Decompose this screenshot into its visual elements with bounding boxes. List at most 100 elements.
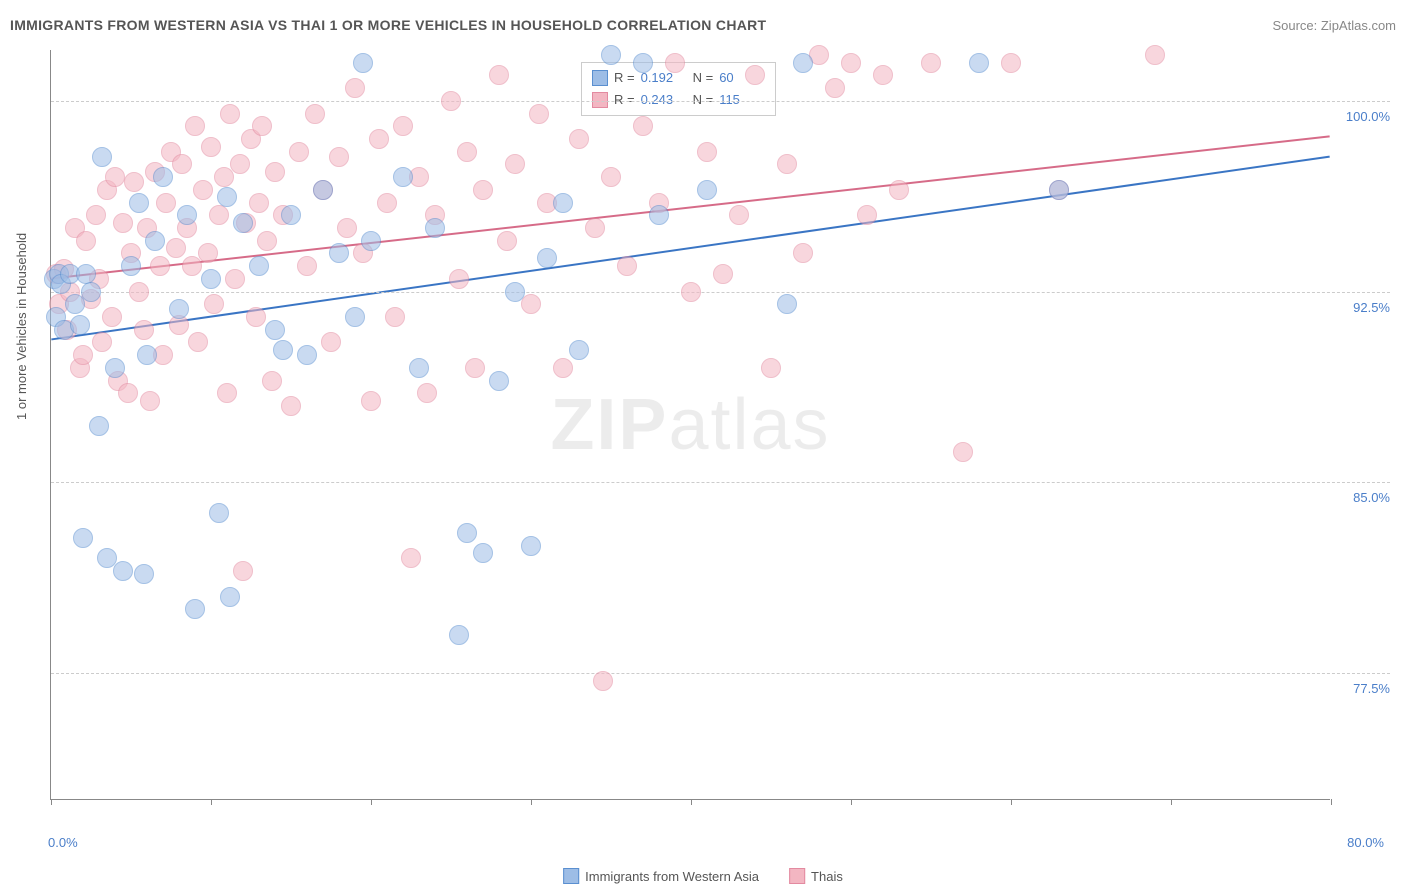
point-pink	[889, 180, 909, 200]
legend-label-pink: Thais	[811, 869, 843, 884]
point-pink	[345, 78, 365, 98]
legend-item-blue: Immigrants from Western Asia	[563, 868, 759, 884]
watermark-zip: ZIP	[550, 385, 668, 465]
x-tick	[531, 799, 532, 805]
point-blue	[113, 561, 133, 581]
point-pink	[377, 193, 397, 213]
point-blue	[449, 625, 469, 645]
point-pink	[761, 358, 781, 378]
point-pink	[953, 442, 973, 462]
y-tick-label: 77.5%	[1335, 681, 1390, 696]
point-pink	[329, 147, 349, 167]
point-blue	[220, 587, 240, 607]
point-pink	[220, 104, 240, 124]
x-tick	[1331, 799, 1332, 805]
gridline	[51, 673, 1390, 674]
point-blue	[393, 167, 413, 187]
point-pink	[521, 294, 541, 314]
point-blue	[569, 340, 589, 360]
x-tick	[211, 799, 212, 805]
point-blue	[489, 371, 509, 391]
point-pink	[73, 345, 93, 365]
point-blue	[217, 187, 237, 207]
point-pink	[777, 154, 797, 174]
point-blue	[473, 543, 493, 563]
point-pink	[233, 561, 253, 581]
watermark: ZIPatlas	[550, 384, 830, 466]
point-blue	[249, 256, 269, 276]
y-tick-label: 92.5%	[1335, 300, 1390, 315]
point-blue	[297, 345, 317, 365]
point-pink	[289, 142, 309, 162]
point-pink	[361, 391, 381, 411]
point-pink	[841, 53, 861, 73]
point-blue	[105, 358, 125, 378]
point-pink	[465, 358, 485, 378]
point-pink	[198, 243, 218, 263]
point-pink	[217, 383, 237, 403]
point-pink	[857, 205, 877, 225]
point-pink	[497, 231, 517, 251]
point-pink	[745, 65, 765, 85]
point-pink	[246, 307, 266, 327]
x-tick	[371, 799, 372, 805]
title-bar: IMMIGRANTS FROM WESTERN ASIA VS THAI 1 O…	[10, 10, 1396, 40]
point-pink	[489, 65, 509, 85]
point-blue	[92, 147, 112, 167]
point-pink	[209, 205, 229, 225]
point-pink	[1145, 45, 1165, 65]
point-pink	[281, 396, 301, 416]
point-pink	[257, 231, 277, 251]
point-blue	[76, 264, 96, 284]
point-pink	[569, 129, 589, 149]
plot-area: ZIPatlas R =0.192N =60R =0.243N =115 100…	[50, 50, 1330, 800]
point-pink	[92, 332, 112, 352]
point-pink	[505, 154, 525, 174]
point-blue	[169, 299, 189, 319]
source-label: Source: ZipAtlas.com	[1272, 18, 1396, 33]
point-blue	[70, 315, 90, 335]
point-pink	[633, 116, 653, 136]
y-tick-label: 85.0%	[1335, 490, 1390, 505]
point-pink	[369, 129, 389, 149]
point-pink	[193, 180, 213, 200]
point-blue	[553, 193, 573, 213]
point-blue	[793, 53, 813, 73]
point-pink	[385, 307, 405, 327]
point-blue	[969, 53, 989, 73]
point-pink	[873, 65, 893, 85]
y-tick-label: 100.0%	[1335, 109, 1390, 124]
point-pink	[457, 142, 477, 162]
point-blue	[281, 205, 301, 225]
point-blue	[425, 218, 445, 238]
x-tick	[51, 799, 52, 805]
point-blue	[777, 294, 797, 314]
point-pink	[1001, 53, 1021, 73]
gridline	[51, 292, 1390, 293]
point-pink	[441, 91, 461, 111]
point-blue	[649, 205, 669, 225]
point-pink	[729, 205, 749, 225]
chart-title: IMMIGRANTS FROM WESTERN ASIA VS THAI 1 O…	[10, 17, 766, 33]
point-pink	[473, 180, 493, 200]
chart-container: IMMIGRANTS FROM WESTERN ASIA VS THAI 1 O…	[0, 0, 1406, 892]
point-pink	[76, 231, 96, 251]
point-pink	[140, 391, 160, 411]
point-blue	[265, 320, 285, 340]
point-pink	[617, 256, 637, 276]
point-pink	[102, 307, 122, 327]
x-axis-max-label: 80.0%	[1347, 835, 1384, 850]
point-pink	[201, 137, 221, 157]
point-pink	[166, 238, 186, 258]
point-pink	[188, 332, 208, 352]
swatch-blue	[592, 70, 608, 86]
point-pink	[825, 78, 845, 98]
point-pink	[585, 218, 605, 238]
point-pink	[134, 320, 154, 340]
watermark-atlas: atlas	[668, 385, 830, 465]
point-pink	[593, 671, 613, 691]
point-pink	[172, 154, 192, 174]
point-pink	[697, 142, 717, 162]
point-pink	[601, 167, 621, 187]
point-blue	[273, 340, 293, 360]
